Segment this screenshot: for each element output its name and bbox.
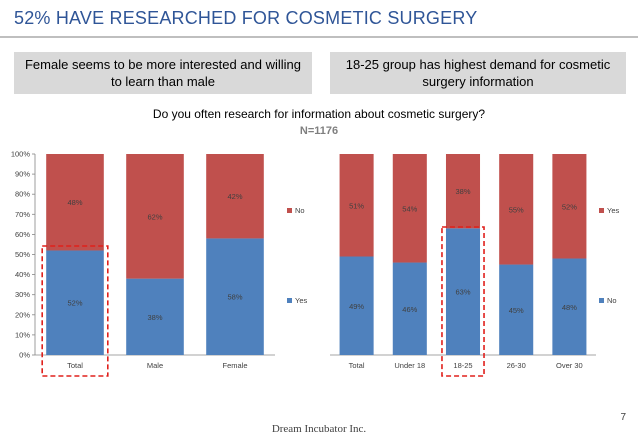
callout-gender-text: Female seems to be more interested and w… [24,57,302,89]
callout-age: 18-25 group has highest demand for cosme… [330,52,626,94]
bar-no [552,258,587,355]
callout-gender: Female seems to be more interested and w… [14,52,312,94]
legend-label-no: No [295,206,305,215]
x-tick-label: Male [147,361,163,370]
y-tick-label: 40% [15,270,30,279]
bar-no [46,154,104,251]
y-tick-label: 20% [15,310,30,319]
legend-swatch-no [599,298,604,303]
legend-label-yes: Yes [607,206,619,215]
bar-no [392,262,427,355]
legend-swatch-yes [599,208,604,213]
survey-question: Do you often research for information ab… [152,107,486,121]
page-number: 7 [620,412,626,423]
x-tick-label: Total [67,361,83,370]
data-label: 48% [562,303,577,312]
data-label: 62% [147,212,162,221]
data-label: 38% [455,187,470,196]
y-tick-label: 80% [15,190,30,199]
bar-yes [445,154,481,229]
bar-yes [339,154,374,257]
data-label: 63% [455,288,470,297]
legend-label-no: No [607,296,617,305]
sample-size: N=1176 [299,125,339,137]
x-tick-label: Over 30 [556,361,583,370]
bar-yes [46,250,104,355]
y-tick-label: 100% [11,150,31,159]
data-label: 42% [227,192,242,201]
bar-yes [392,154,427,263]
bar-no [206,154,264,239]
bar-no [445,228,481,355]
legend-swatch-yes [287,298,292,303]
legend-label-yes: Yes [295,296,307,305]
x-tick-label: 26-30 [507,361,526,370]
data-label: 46% [402,305,417,314]
data-label: 48% [67,198,82,207]
y-tick-label: 50% [15,250,30,259]
data-label: 49% [349,302,364,311]
highlight-box [441,226,485,377]
y-tick-label: 60% [15,230,30,239]
data-label: 52% [67,299,82,308]
data-label: 45% [509,306,524,315]
data-label: 54% [402,204,417,213]
x-tick-label: Under 18 [394,361,425,370]
page-title: 52% HAVE RESEARCHED FOR COSMETIC SURGERY [14,8,478,28]
bar-yes [206,238,264,355]
legend-swatch-no [287,208,292,213]
x-tick-label: 18-25 [453,361,472,370]
data-label: 38% [147,313,162,322]
x-tick-label: Female [222,361,247,370]
data-label: 51% [349,201,364,210]
data-label: 58% [227,293,242,302]
highlight-box [41,245,109,377]
x-tick-label: Total [349,361,365,370]
y-tick-label: 30% [15,290,30,299]
y-tick-label: 10% [15,330,30,339]
y-tick-label: 70% [15,210,30,219]
data-label: 55% [509,205,524,214]
title-divider [0,36,638,38]
data-label: 52% [562,202,577,211]
y-tick-label: 0% [19,351,30,360]
y-tick-label: 90% [15,170,30,179]
callout-age-text: 18-25 group has highest demand for cosme… [345,57,611,89]
bar-yes [499,154,534,265]
bar-no [499,264,534,355]
bar-no [339,256,374,355]
company-footer: Dream Incubator Inc. [271,423,367,435]
bar-yes [552,154,587,259]
bar-no [126,154,184,279]
bar-yes [126,278,184,355]
